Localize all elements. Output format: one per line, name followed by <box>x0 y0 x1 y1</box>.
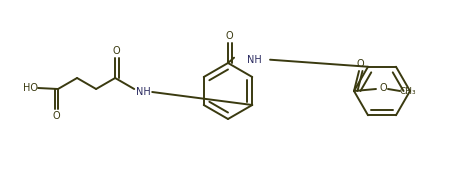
Text: NH: NH <box>136 87 151 97</box>
Text: O: O <box>357 59 364 69</box>
Text: NH: NH <box>247 55 261 65</box>
Text: O: O <box>226 31 233 41</box>
Text: CH₃: CH₃ <box>399 87 416 96</box>
Text: O: O <box>379 83 387 93</box>
Text: O: O <box>113 46 121 56</box>
Text: O: O <box>53 111 60 121</box>
Text: HO: HO <box>22 83 38 93</box>
